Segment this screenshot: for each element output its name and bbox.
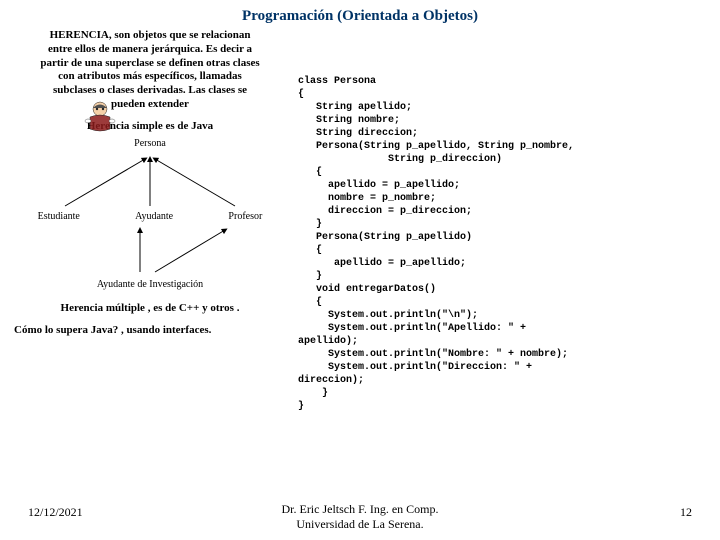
footer-page-number: 12 [680, 505, 692, 520]
role-labels-row: Estudiante Ayudante Profesor [10, 211, 290, 222]
footer: 12/12/2021 Dr. Eric Jeltsch F. Ing. en C… [0, 502, 720, 532]
ayudante-investigacion-node: Ayudante de Investigación [10, 279, 290, 290]
inheritance-diagram-2 [10, 222, 290, 277]
herencia-multiple-label: Herencia múltiple , es de C++ y otros . [10, 302, 290, 314]
herencia-description: HERENCIA, son objetos que se relacionan … [10, 25, 290, 116]
inheritance-diagram-1 [10, 151, 290, 211]
footer-author: Dr. Eric Jeltsch F. Ing. en Comp. [281, 502, 438, 516]
footer-university: Universidad de La Serena. [296, 517, 423, 531]
persona-node: Persona [10, 138, 290, 149]
slide-title: Programación (Orientada a Objetos) [0, 0, 720, 25]
content-area: HERENCIA, son objetos que se relacionan … [0, 25, 720, 413]
ayudante-node: Ayudante [135, 211, 173, 222]
footer-center: Dr. Eric Jeltsch F. Ing. en Comp. Univer… [0, 502, 720, 532]
estudiante-node: Estudiante [38, 211, 80, 222]
profesor-node: Profesor [228, 211, 262, 222]
code-block: class Persona { String apellido; String … [298, 25, 710, 413]
herencia-simple-label: Herencia simple es de Java [10, 120, 290, 132]
como-supera-label: Cómo lo supera Java? , usando interfaces… [10, 324, 290, 336]
left-column: HERENCIA, son objetos que se relacionan … [10, 25, 298, 413]
cartoon-icon [80, 95, 120, 135]
footer-date: 12/12/2021 [28, 505, 83, 520]
